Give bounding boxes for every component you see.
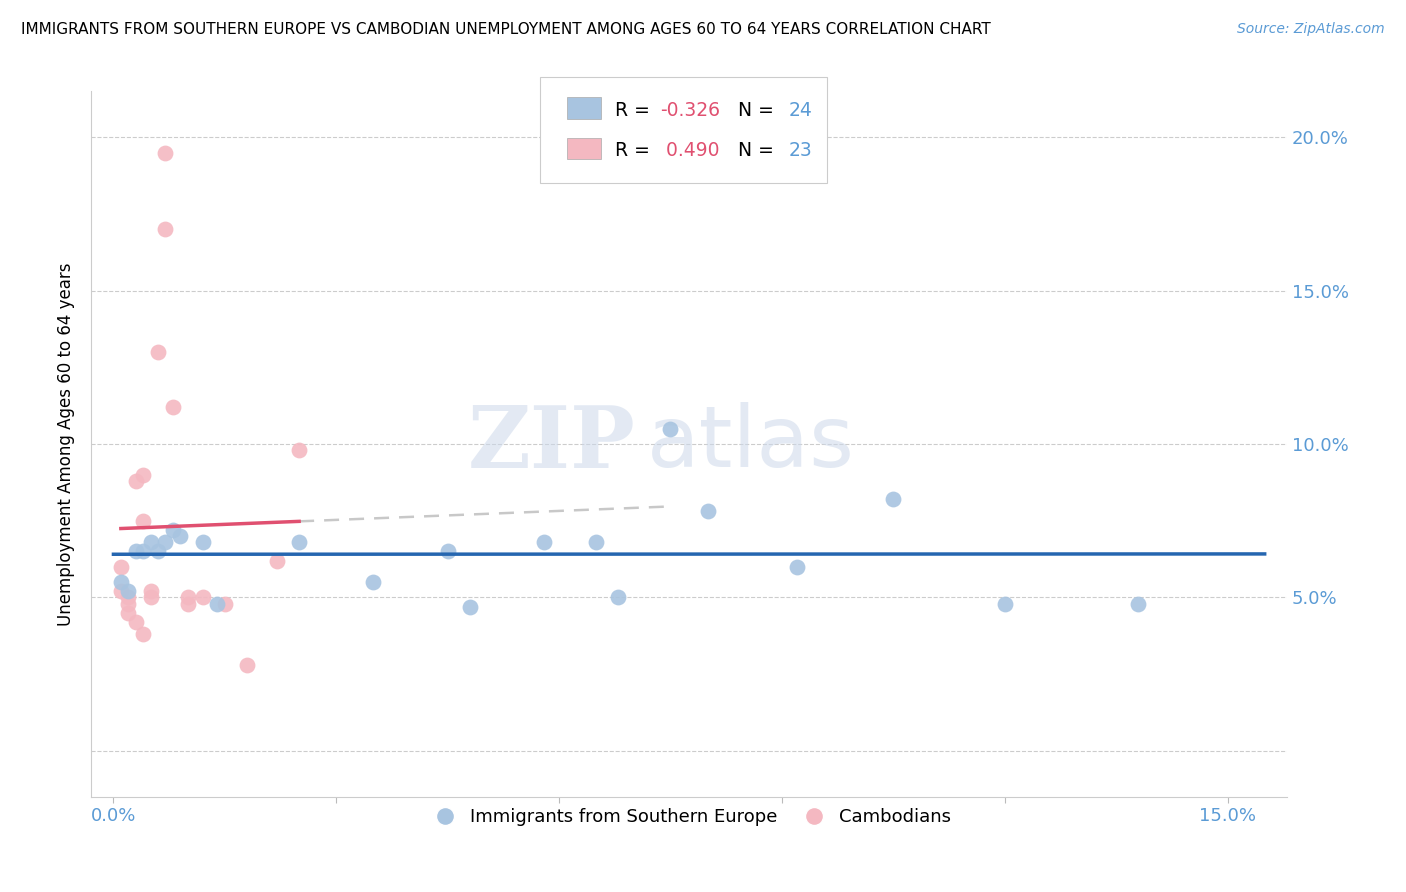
Text: R =: R = — [614, 141, 655, 160]
Point — [207, 597, 229, 611]
Point — [155, 535, 177, 549]
Point — [117, 591, 139, 605]
Point — [125, 544, 148, 558]
Point — [132, 627, 155, 641]
Point — [155, 222, 177, 236]
Point — [607, 591, 630, 605]
Point — [110, 584, 132, 599]
FancyBboxPatch shape — [567, 97, 600, 119]
Text: -0.326: -0.326 — [661, 101, 720, 120]
Point — [458, 599, 481, 614]
Text: R =: R = — [614, 101, 655, 120]
Text: 23: 23 — [789, 141, 813, 160]
Point — [110, 575, 132, 590]
Text: N =: N = — [725, 101, 780, 120]
Point — [585, 535, 607, 549]
Point — [696, 504, 718, 518]
Point — [1128, 597, 1150, 611]
Point — [191, 535, 214, 549]
Point — [155, 145, 177, 160]
Point — [363, 575, 385, 590]
Text: ZIP: ZIP — [467, 402, 636, 486]
Point — [994, 597, 1017, 611]
Point — [117, 584, 139, 599]
Point — [169, 529, 191, 543]
Text: atlas: atlas — [647, 402, 855, 485]
Point — [146, 345, 169, 359]
Point — [139, 535, 162, 549]
Point — [659, 422, 682, 436]
Point — [110, 559, 132, 574]
Point — [177, 591, 200, 605]
Text: 24: 24 — [789, 101, 813, 120]
Point — [288, 535, 311, 549]
Point — [139, 591, 162, 605]
Point — [786, 559, 808, 574]
Point — [191, 591, 214, 605]
Point — [236, 657, 259, 672]
Point — [117, 606, 139, 620]
Point — [125, 474, 148, 488]
Text: IMMIGRANTS FROM SOUTHERN EUROPE VS CAMBODIAN UNEMPLOYMENT AMONG AGES 60 TO 64 YE: IMMIGRANTS FROM SOUTHERN EUROPE VS CAMBO… — [21, 22, 991, 37]
Point — [266, 553, 288, 567]
Point — [533, 535, 555, 549]
Point — [436, 544, 458, 558]
FancyBboxPatch shape — [567, 137, 600, 160]
FancyBboxPatch shape — [540, 77, 827, 183]
Point — [117, 597, 139, 611]
Point — [162, 400, 184, 414]
Point — [132, 514, 155, 528]
Point — [882, 492, 904, 507]
Point — [288, 443, 311, 458]
Point — [162, 523, 184, 537]
Point — [132, 467, 155, 482]
Point — [177, 597, 200, 611]
Text: 0.490: 0.490 — [661, 141, 720, 160]
Point — [132, 544, 155, 558]
Point — [125, 615, 148, 629]
Point — [139, 584, 162, 599]
Legend: Immigrants from Southern Europe, Cambodians: Immigrants from Southern Europe, Cambodi… — [420, 801, 959, 834]
Text: N =: N = — [725, 141, 780, 160]
Point — [214, 597, 236, 611]
Text: Source: ZipAtlas.com: Source: ZipAtlas.com — [1237, 22, 1385, 37]
Point — [146, 544, 169, 558]
Y-axis label: Unemployment Among Ages 60 to 64 years: Unemployment Among Ages 60 to 64 years — [58, 262, 75, 625]
